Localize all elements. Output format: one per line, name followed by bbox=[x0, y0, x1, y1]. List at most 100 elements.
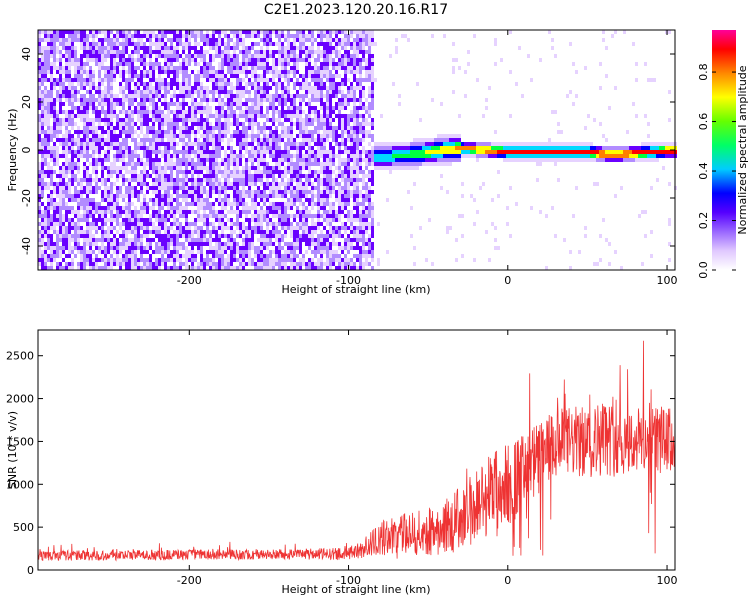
spectrogram-cell bbox=[146, 234, 149, 238]
spectrogram-cell bbox=[77, 90, 80, 94]
spectrogram-cell bbox=[131, 174, 134, 178]
spectrogram-cell bbox=[320, 114, 323, 118]
spectrogram-cell bbox=[71, 178, 74, 182]
spectrogram-cell bbox=[326, 78, 329, 82]
spectrogram-cell bbox=[98, 110, 101, 114]
spectrogram-cell bbox=[101, 226, 104, 230]
spectrogram-cell bbox=[320, 222, 323, 226]
spectrogram-cell bbox=[239, 254, 242, 258]
spectrogram-cell bbox=[323, 126, 326, 130]
spectrogram-cell bbox=[269, 78, 272, 82]
spectrogram-cell bbox=[128, 126, 131, 130]
spectrogram-cell bbox=[254, 134, 257, 138]
spectrogram-cell bbox=[251, 118, 254, 122]
spectrogram-cell bbox=[218, 78, 221, 82]
spectrogram-cell bbox=[185, 82, 188, 86]
spectrogram-cell bbox=[140, 182, 143, 186]
spectrogram-cell bbox=[311, 34, 314, 38]
spectrogram-cell bbox=[167, 218, 170, 222]
spectrogram-cell bbox=[254, 34, 257, 38]
spectrogram-cell bbox=[269, 222, 272, 226]
spectrogram-cell bbox=[146, 74, 149, 78]
spectrogram-cell bbox=[269, 86, 272, 90]
spectrogram-cell bbox=[86, 262, 89, 266]
spectrogram-cell bbox=[290, 182, 293, 186]
spectrogram-cell bbox=[314, 170, 317, 174]
spectrogram-cell bbox=[242, 166, 245, 170]
spectrogram-cell bbox=[308, 38, 311, 42]
spectrogram-cell bbox=[122, 122, 125, 126]
spectrogram-cell bbox=[128, 146, 131, 150]
spectrogram-cell bbox=[110, 226, 113, 230]
spectrogram-cell bbox=[146, 50, 149, 54]
spectrogram-cell bbox=[101, 246, 104, 250]
spectrogram-cell bbox=[290, 206, 293, 210]
spectrogram-cell bbox=[323, 218, 326, 222]
spectrogram-cell bbox=[176, 126, 179, 130]
spectrogram-cell bbox=[263, 62, 266, 66]
spectrogram-cell bbox=[146, 114, 149, 118]
spectrogram-cell bbox=[203, 222, 206, 226]
spectrogram-cell bbox=[332, 130, 335, 134]
spectrogram-cell bbox=[191, 202, 194, 206]
spectrogram-cell bbox=[344, 34, 347, 38]
spectrogram-cell bbox=[245, 46, 248, 50]
spectrogram-cell bbox=[107, 166, 110, 170]
spectrogram-cell bbox=[233, 222, 236, 226]
spectrogram-cell bbox=[326, 242, 329, 246]
spectrogram-cell bbox=[305, 182, 308, 186]
spectrogram-cell bbox=[113, 138, 116, 142]
spectrogram-cell bbox=[281, 182, 284, 186]
spectrogram-cell bbox=[233, 46, 236, 50]
spectrogram-cell bbox=[92, 150, 95, 154]
spectrogram-cell bbox=[338, 38, 341, 42]
spectrogram-cell bbox=[269, 70, 272, 74]
spectrogram-cell bbox=[209, 170, 212, 174]
spectrogram-cell bbox=[227, 46, 230, 50]
spectrogram-cell bbox=[317, 70, 320, 74]
spectrogram-cell bbox=[110, 138, 113, 142]
spectrogram-cell bbox=[116, 134, 119, 138]
spectrogram-cell bbox=[38, 206, 41, 210]
spectrogram-cell bbox=[110, 122, 113, 126]
spectrogram-cell bbox=[215, 250, 218, 254]
spectrogram-cell bbox=[38, 46, 41, 50]
spectrogram-cell bbox=[212, 258, 215, 262]
spectrogram-cell bbox=[173, 162, 176, 166]
spectrogram-cell bbox=[302, 110, 305, 114]
spectrogram-cell bbox=[95, 222, 98, 226]
spectrogram-cell bbox=[194, 62, 197, 66]
spectrogram-cell bbox=[143, 234, 146, 238]
spectrogram-cell bbox=[305, 46, 308, 50]
spectrogram-cell bbox=[317, 198, 320, 202]
spectrogram-cell bbox=[56, 186, 59, 190]
spectrogram-cell bbox=[155, 54, 158, 58]
spectrogram-cell bbox=[329, 262, 332, 266]
spectrogram-cell bbox=[125, 94, 128, 98]
spectrogram-cell bbox=[218, 146, 221, 150]
spectrogram-cell bbox=[131, 150, 134, 154]
spectrogram-cell bbox=[179, 210, 182, 214]
spectrogram-cell bbox=[251, 154, 254, 158]
spectrogram-cell bbox=[89, 210, 92, 214]
spectrogram-cell bbox=[62, 34, 65, 38]
spectrogram-cell bbox=[203, 238, 206, 242]
spectrogram-cell bbox=[59, 170, 62, 174]
spectrogram-cell bbox=[200, 70, 203, 74]
spectrogram-cell bbox=[281, 54, 284, 58]
spectrogram-cell bbox=[296, 178, 299, 182]
spectrogram-cell bbox=[170, 222, 173, 226]
spectrogram-cell bbox=[284, 194, 287, 198]
spectrogram-cell bbox=[44, 110, 47, 114]
spectrogram-cell bbox=[140, 238, 143, 242]
spectrogram-cell bbox=[227, 258, 230, 262]
spectrogram-cell bbox=[50, 130, 53, 134]
spectrogram-cell bbox=[131, 130, 134, 134]
spectrogram-cell bbox=[146, 106, 149, 110]
spectrogram-cell bbox=[50, 246, 53, 250]
spectrogram-cell bbox=[125, 242, 128, 246]
spectrogram-cell bbox=[155, 94, 158, 98]
spectrogram-cell bbox=[278, 158, 281, 162]
spectrogram-cell bbox=[125, 38, 128, 42]
spectrogram-cell bbox=[209, 134, 212, 138]
